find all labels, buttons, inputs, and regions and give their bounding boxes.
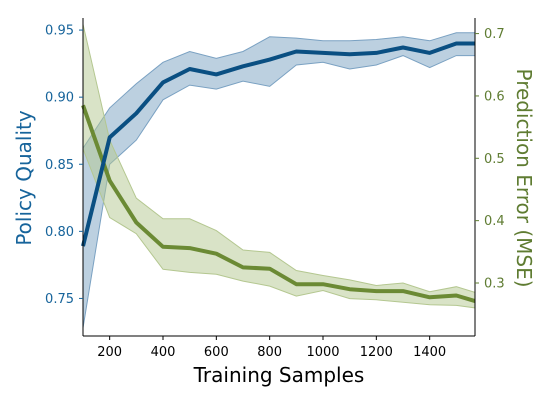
policy-quality-line	[81, 41, 475, 247]
left-y-tick-label: 0.75	[45, 292, 74, 307]
left-y-tick-label: 0.85	[45, 158, 74, 173]
series-lines	[81, 41, 476, 304]
x-tick-label: 1000	[306, 345, 339, 360]
right-y-tick-label: 0.6	[484, 89, 505, 104]
tick-marks: 200 400 600 800 1000 1200 1400 0.75 0.80 0.85 0.90…	[45, 24, 505, 360]
x-tick-label: 1400	[413, 345, 446, 360]
confidence-bands	[82, 24, 476, 328]
x-tick-label: 600	[204, 345, 229, 360]
left-y-tick-label: 0.95	[45, 24, 74, 39]
right-y-tick-label: 0.4	[484, 214, 505, 229]
left-y-tick-label: 0.90	[45, 91, 74, 106]
left-y-axis-label: Policy Quality	[12, 110, 36, 246]
right-y-axis-label: Prediction Error (MSE)	[512, 68, 536, 287]
right-y-tick-label: 0.5	[484, 152, 505, 167]
x-tick-label: 1200	[360, 345, 393, 360]
x-tick-label: 800	[257, 345, 282, 360]
right-y-tick-label: 0.7	[484, 27, 505, 42]
left-y-tick-label: 0.80	[45, 225, 74, 240]
x-tick-label: 200	[97, 345, 122, 360]
prediction-error-line	[81, 104, 476, 304]
right-y-tick-label: 0.3	[484, 277, 505, 292]
x-axis-label: Training Samples	[193, 363, 365, 387]
x-tick-label: 400	[151, 345, 176, 360]
